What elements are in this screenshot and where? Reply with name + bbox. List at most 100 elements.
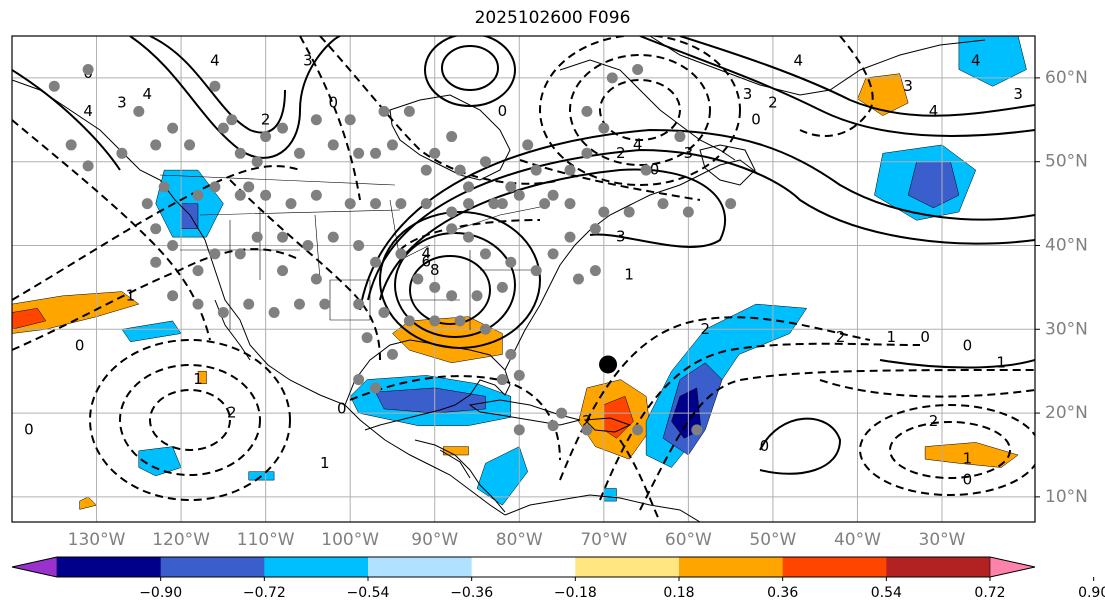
contour-label: 0 [751, 110, 761, 128]
colorbar-segment [886, 557, 991, 577]
station-dot [479, 323, 491, 335]
caribbean-trough-1 [559, 316, 871, 481]
central-america-coast [414, 439, 506, 513]
contour-label: 4 [421, 244, 431, 262]
station-dot [260, 131, 272, 143]
south-america-coast [504, 494, 701, 522]
station-dot [471, 290, 483, 302]
contour-label: 1 [996, 353, 1006, 371]
station-dot [513, 424, 525, 436]
station-dot [564, 231, 576, 243]
jet-contour-4 [639, 36, 1035, 137]
contour-layer [12, 36, 1035, 522]
station-dot [150, 223, 162, 235]
ridge-dashed-1 [229, 179, 381, 361]
lon-label: 70°W [580, 530, 627, 550]
station-dot [361, 332, 373, 344]
station-dot [606, 72, 618, 84]
east-atlantic-low-1 [859, 404, 1035, 496]
station-dot [353, 147, 365, 159]
jet-contour-1 [379, 168, 726, 301]
station-dot [564, 164, 576, 176]
station-dot [632, 424, 644, 436]
contour-label: 0 [337, 399, 347, 417]
station-dot [378, 105, 390, 117]
shaded-region-carib-blue-tiny [603, 488, 617, 502]
station-dot [598, 122, 610, 134]
contour-label: 4 [929, 102, 939, 120]
station-dot [479, 156, 491, 168]
station-dot [310, 114, 322, 126]
station-dot [327, 231, 339, 243]
station-dot [167, 239, 179, 251]
colorbar-tick-label: −0.90 [139, 585, 182, 601]
station-dot [260, 189, 272, 201]
contour-label: 1 [624, 265, 634, 283]
station-dot [530, 164, 542, 176]
map-frame [11, 35, 1036, 523]
contour-label: 4 [971, 52, 981, 70]
colorbar: −0.90 −0.72 −0.54 −0.36 −0.18 0.18 0.36 0.54 0.7… [11, 556, 1105, 601]
contour-label: 6 [421, 253, 431, 271]
far-east-contour [879, 359, 1035, 369]
colorbar-tick-label: 0.90 [1078, 585, 1105, 601]
lat-label: 30°N [1045, 319, 1088, 339]
station-dot [429, 281, 441, 293]
station-dot [479, 248, 491, 260]
station-dot [234, 189, 246, 201]
contour-label: 0 [963, 471, 973, 489]
contour-label: 4 [142, 85, 152, 103]
station-dot [522, 139, 534, 151]
contour-label: 3 [303, 52, 313, 70]
pacific-low-2 [89, 339, 291, 501]
station-dot [209, 248, 221, 260]
station-dot [48, 80, 60, 92]
colorbar-min-extend [11, 556, 58, 578]
colorbar-tick-label: −0.18 [554, 585, 597, 601]
station-dot [632, 64, 644, 76]
contour-label: 4 [210, 52, 220, 70]
northwest-contour-2 [129, 36, 341, 159]
low-contour-1 [409, 255, 491, 325]
station-dot [682, 206, 694, 218]
longitude-labels: 130°W 120°W 110°W 100°W 90°W 80°W 70°W 60°W 50°W… [68, 530, 966, 550]
station-dot [674, 131, 686, 143]
contour-label: 1 [963, 450, 973, 468]
station-dot [226, 114, 238, 126]
south-dashed [619, 439, 661, 522]
station-dot [386, 348, 398, 360]
station-dot [353, 298, 365, 310]
station-dot [150, 139, 162, 151]
station-dot [539, 198, 551, 210]
jet-contour-3 [359, 128, 1035, 311]
station-dot [403, 315, 415, 327]
station-dot [454, 164, 466, 176]
station-dot [547, 420, 559, 432]
canada-dashed-1 [519, 159, 701, 201]
station-dot [344, 114, 356, 126]
gulf-coast [344, 339, 511, 431]
station-dot [234, 147, 246, 159]
station-dot [513, 189, 525, 201]
station-dot [234, 248, 246, 260]
north-contour [424, 36, 516, 107]
colorbar-tick-label: 0.72 [974, 585, 1005, 601]
station-dot [496, 281, 508, 293]
station-dot [556, 407, 568, 419]
station-dot [547, 189, 559, 201]
contour-label: 0 [920, 328, 930, 346]
colorbar-segment [57, 557, 162, 577]
shaded-region-e-atl-orange [924, 442, 1019, 468]
station-dots [48, 64, 737, 436]
contour-label: 8 [430, 261, 440, 279]
colorbar-segment [575, 557, 680, 577]
station-dot [412, 273, 424, 285]
hispaniola [583, 417, 632, 433]
station-dot [243, 181, 255, 193]
contour-label: 2 [768, 94, 778, 112]
station-dot [395, 198, 407, 210]
station-dot [192, 189, 204, 201]
pacific-low-1 [119, 364, 261, 476]
station-dot [420, 164, 432, 176]
